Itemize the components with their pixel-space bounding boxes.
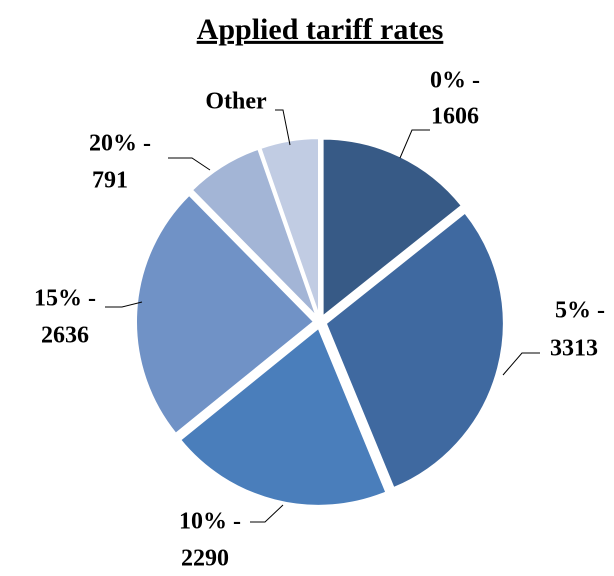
pie-slice: [135, 193, 316, 436]
pie-slice: [321, 137, 464, 319]
leader-line: [275, 109, 291, 146]
pie-slice: [190, 147, 318, 318]
slice-value: 3313: [550, 336, 598, 362]
leader-line: [105, 301, 143, 308]
slice-label: 15% -: [34, 286, 96, 312]
slice-value: 2636: [41, 323, 89, 349]
pie-slice: [324, 211, 505, 490]
slice-value: 791: [92, 168, 128, 194]
slice-value: 1606: [431, 104, 479, 130]
leader-line: [168, 157, 211, 171]
slice-label: 20% -: [89, 131, 151, 157]
leader-line: [502, 352, 540, 376]
slice-label: 0% -: [430, 68, 480, 94]
slice-value: 2290: [181, 546, 229, 572]
pie-slice: [178, 326, 388, 507]
slice-label: 10% -: [179, 509, 241, 535]
chart-title: Applied tariff rates: [197, 13, 444, 46]
leader-line: [250, 504, 284, 523]
leader-line: [399, 129, 430, 159]
slice-label: 5% -: [555, 298, 605, 324]
slice-label: Other: [205, 89, 267, 115]
